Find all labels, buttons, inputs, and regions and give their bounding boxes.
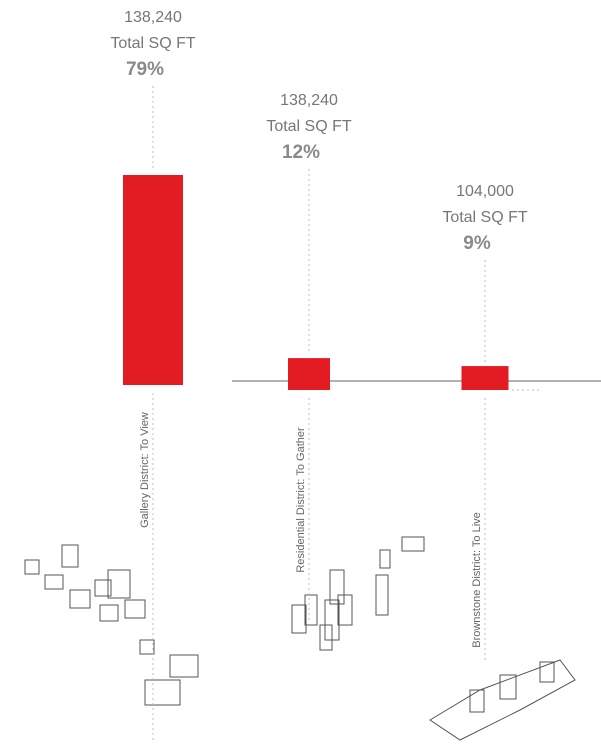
area-unit: Total SQ FT xyxy=(266,118,352,135)
area-label: 138,240 xyxy=(280,92,338,109)
value-label: 12% xyxy=(282,142,320,163)
category-label: Residential District: To Gather xyxy=(295,427,307,573)
value-label: 79% xyxy=(126,59,164,80)
area-unit: Total SQ FT xyxy=(110,35,196,52)
bar xyxy=(123,175,183,385)
area-label: 138,240 xyxy=(124,9,182,26)
value-label: 9% xyxy=(463,233,491,254)
area-unit: Total SQ FT xyxy=(442,209,528,226)
bar xyxy=(288,358,330,390)
building-sketches xyxy=(24,536,576,741)
category-label: Gallery District: To View xyxy=(139,412,151,528)
category-label: Brownstone District: To Live xyxy=(471,512,483,648)
bar xyxy=(461,366,509,390)
area-label: 104,000 xyxy=(456,183,514,200)
